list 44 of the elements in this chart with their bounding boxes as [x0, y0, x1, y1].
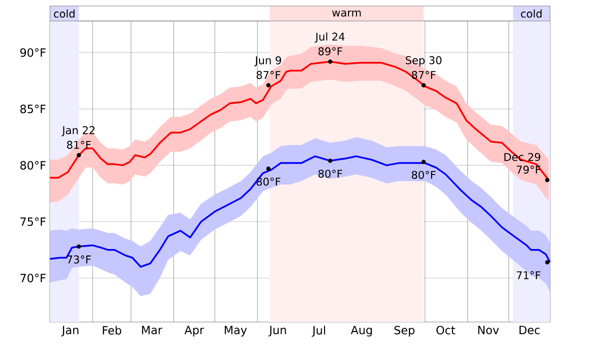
x-tick-label: Jan: [61, 326, 78, 336]
annotation: 87°F: [412, 70, 436, 79]
y-tick-label: 85°F: [20, 104, 46, 114]
y-tick-label: 90°F: [20, 48, 46, 57]
point: [421, 83, 426, 88]
annotation: 73°F: [67, 255, 91, 264]
point: [76, 153, 81, 158]
y-tick-label: 70°F: [20, 274, 46, 282]
annotation: Jun 9: [254, 56, 282, 66]
annotation: 80°F: [318, 170, 342, 178]
band-label: cold: [520, 9, 542, 18]
point: [421, 160, 426, 164]
x-tick-label: Apr: [184, 326, 204, 336]
point: [328, 158, 332, 163]
annotation: Jul 24: [314, 32, 345, 43]
point: [545, 178, 550, 182]
x-tick-label: Aug: [350, 326, 372, 336]
point: [266, 83, 271, 88]
x-tick-label: Mar: [142, 326, 162, 334]
band-label: cold: [54, 9, 75, 18]
annotation: 80°F: [412, 170, 436, 179]
annotation: 71°F: [516, 271, 540, 280]
x-tick-label: Jul: [312, 326, 326, 337]
x-tick-label: Oct: [436, 326, 456, 334]
x-tick-label: Nov: [478, 326, 499, 334]
annotation: 79°F: [516, 166, 540, 174]
point: [76, 244, 81, 249]
y-tick-label: 75°F: [20, 217, 46, 226]
x-tick-label: Sep: [394, 326, 414, 337]
x-tick-label: Dec: [520, 326, 540, 334]
annotation: 80°F: [256, 178, 280, 186]
point: [266, 166, 271, 171]
annotation: 87°F: [256, 70, 280, 79]
annotation: 89°F: [318, 47, 342, 56]
x-tick-label: Jun: [268, 326, 286, 336]
annotation: Jan 22: [62, 126, 94, 136]
band-label: warm: [332, 10, 361, 17]
x-tick-label: May: [224, 326, 247, 336]
annotation: 81°F: [67, 140, 91, 149]
annotation: Sep 30: [406, 56, 442, 66]
point: [328, 59, 332, 64]
point: [545, 260, 550, 264]
x-tick-label: Feb: [102, 326, 122, 335]
y-tick-label: 80°F: [20, 161, 46, 170]
